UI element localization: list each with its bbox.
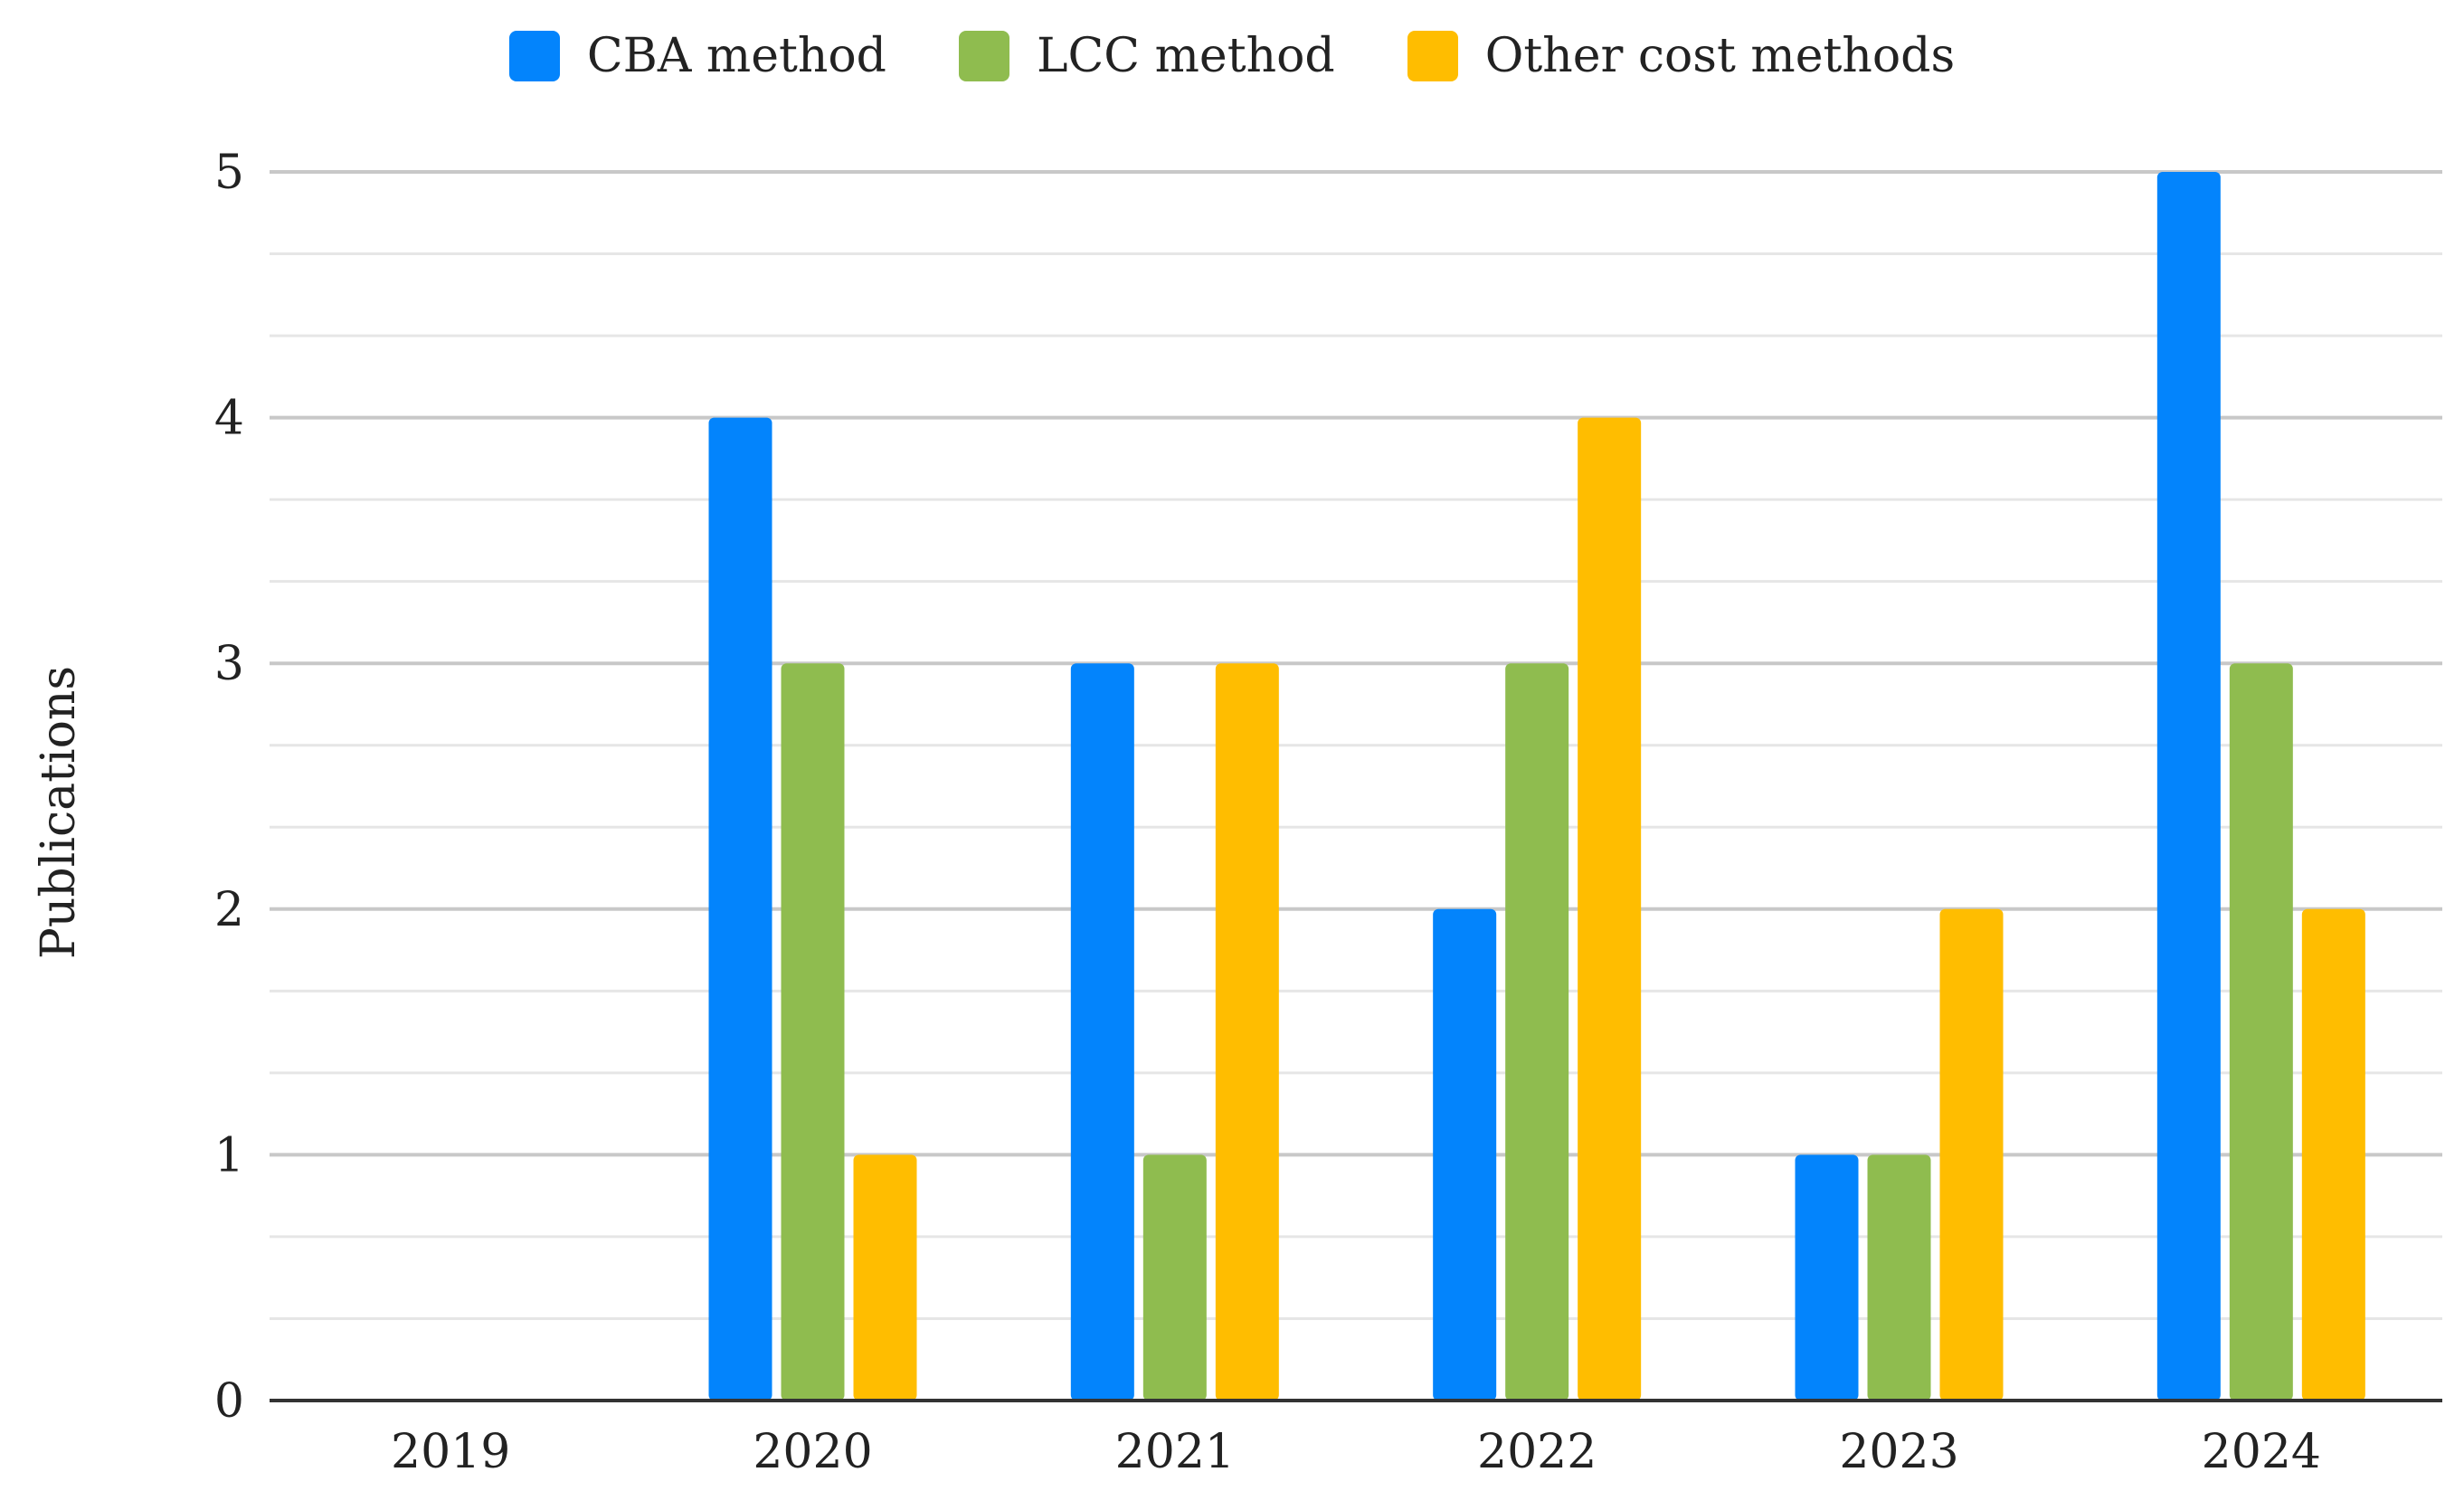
bar-other-cost-methods-2024 (2301, 908, 2365, 1401)
x-tick-label: 2022 (1477, 1425, 1597, 1479)
legend-swatch-other (1407, 31, 1458, 81)
x-tick-label: 2023 (1839, 1425, 1958, 1479)
x-tick-label: 2024 (2202, 1425, 2321, 1479)
bar-other-cost-methods-2020 (853, 1154, 917, 1401)
legend: CBA method LCC method Other cost methods (0, 29, 2464, 83)
legend-label-lcc: LCC method (1036, 29, 1335, 83)
y-tick-label: 4 (214, 392, 244, 446)
bar-cba-method-2021 (1070, 663, 1134, 1401)
bar-other-cost-methods-2022 (1578, 417, 1642, 1401)
bar-cba-method-2020 (708, 417, 772, 1401)
legend-label-other: Other cost methods (1484, 29, 1956, 83)
bar-cba-method-2024 (2156, 172, 2221, 1401)
legend-label-cba: CBA method (586, 29, 886, 83)
bar-lcc-method-2024 (2229, 663, 2293, 1401)
x-tick-label: 2020 (753, 1425, 872, 1479)
x-tick-label: 2021 (1115, 1425, 1235, 1479)
legend-item-lcc: LCC method (958, 29, 1335, 83)
bar-other-cost-methods-2023 (1939, 908, 2004, 1401)
bar-other-cost-methods-2021 (1215, 663, 1279, 1401)
bar-lcc-method-2023 (1867, 1154, 1931, 1401)
legend-swatch-cba (508, 31, 560, 81)
legend-item-other: Other cost methods (1407, 29, 1955, 83)
bar-lcc-method-2021 (1142, 1154, 1207, 1401)
y-tick-label: 2 (214, 883, 244, 937)
y-tick-label: 1 (214, 1128, 244, 1182)
bar-cba-method-2023 (1795, 1154, 1859, 1401)
bars (708, 172, 2365, 1401)
gridlines (270, 170, 2442, 1320)
legend-item-cba: CBA method (508, 29, 886, 83)
bar-cba-method-2022 (1433, 908, 1497, 1401)
x-tick-label: 2019 (391, 1425, 510, 1479)
bar-lcc-method-2020 (781, 663, 845, 1401)
y-tick-label: 0 (214, 1374, 244, 1429)
y-axis-title: Publications (32, 666, 86, 959)
axes: 0 1 2 3 4 5 2019 2020 2021 2022 2023 2024 (214, 146, 2442, 1479)
y-tick-label: 5 (214, 146, 244, 200)
bar-lcc-method-2022 (1505, 663, 1569, 1401)
legend-swatch-lcc (958, 31, 1009, 81)
y-tick-label: 3 (214, 637, 244, 691)
